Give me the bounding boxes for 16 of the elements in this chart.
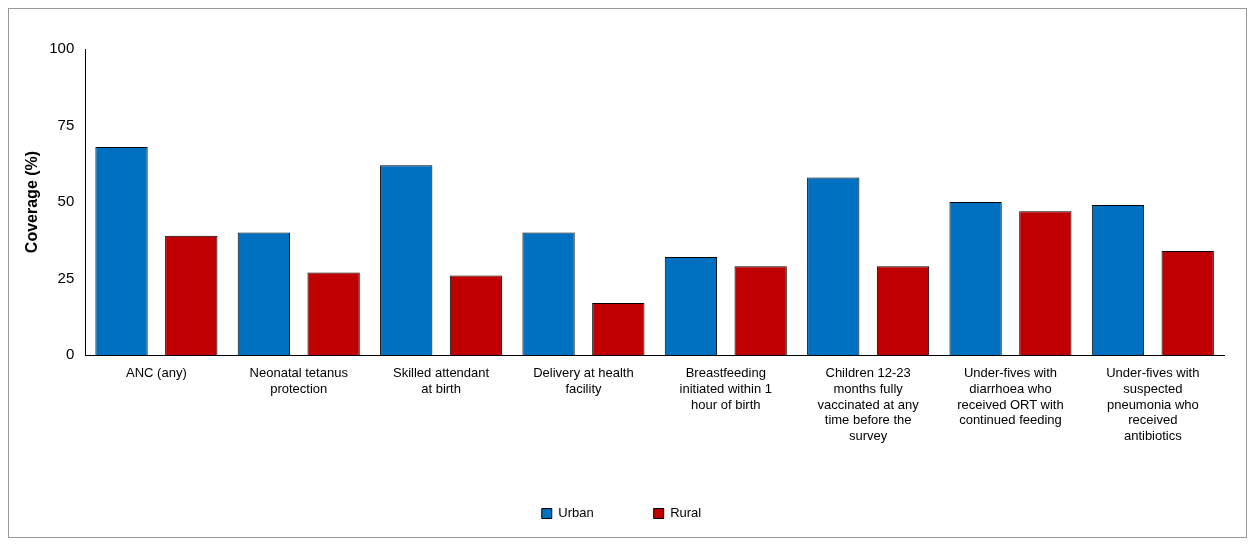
x-tick-label: Neonatal tetanus protection — [249, 365, 349, 396]
y-tick-label: 100 — [49, 39, 75, 57]
y-axis-title: Coverage (%) — [23, 150, 41, 254]
y-tick-label: 0 — [65, 345, 75, 363]
x-tick-label: Skilled attendant at birth — [393, 365, 490, 396]
x-tick-label: ANC (any) — [126, 365, 187, 381]
x-tick-label: Children 12-23 months fully vaccinated at any time before the survey — [817, 365, 920, 443]
legend-label: Urban — [558, 505, 594, 521]
y-tick-label: 50 — [57, 192, 75, 210]
y-tick-label: 25 — [57, 268, 75, 286]
x-tick-label: Delivery at health facility — [533, 365, 634, 396]
y-tick-label: 75 — [57, 115, 75, 133]
x-tick-label: Breastfeeding initiated within 1 hour of birth — [679, 365, 773, 412]
legend-label: Rural — [670, 505, 702, 521]
x-tick-label: Under-fives with diarrhoea who received ORT with continued feeding — [957, 365, 1064, 428]
x-tick-label: Under-fives with suspected pneumonia who received antibiotics — [1106, 365, 1200, 443]
